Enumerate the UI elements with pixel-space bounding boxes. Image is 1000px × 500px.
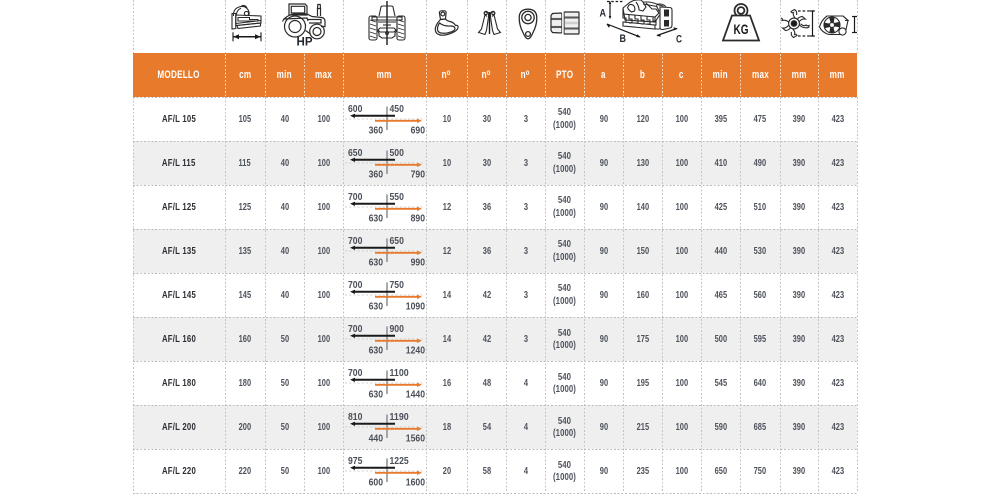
svg-text:A: A: [599, 8, 606, 20]
svg-text:B: B: [619, 33, 626, 45]
svg-text:1225: 1225: [389, 456, 409, 467]
svg-text:500: 500: [389, 148, 404, 159]
svg-text:450: 450: [389, 104, 404, 115]
svg-text:1190: 1190: [389, 412, 409, 423]
svg-text:360: 360: [368, 125, 383, 136]
svg-text:KG: KG: [733, 21, 748, 37]
svg-text:630: 630: [368, 213, 383, 224]
svg-text:360: 360: [368, 169, 383, 180]
svg-text:1560: 1560: [405, 434, 425, 445]
svg-text:700: 700: [348, 280, 363, 291]
svg-text:630: 630: [368, 257, 383, 268]
svg-text:1440: 1440: [405, 390, 425, 401]
svg-text:C: C: [676, 34, 682, 46]
svg-text:700: 700: [348, 192, 363, 203]
svg-text:975: 975: [348, 456, 363, 467]
svg-text:650: 650: [389, 236, 404, 247]
svg-text:1240: 1240: [405, 346, 425, 357]
svg-text:1100: 1100: [389, 368, 409, 379]
svg-text:630: 630: [368, 390, 383, 401]
svg-text:790: 790: [410, 169, 425, 180]
svg-text:990: 990: [410, 257, 425, 268]
svg-text:440: 440: [368, 434, 383, 445]
svg-text:690: 690: [410, 125, 425, 136]
svg-text:900: 900: [389, 324, 404, 335]
svg-text:750: 750: [389, 280, 404, 291]
svg-text:890: 890: [410, 213, 425, 224]
svg-text:600: 600: [368, 478, 383, 489]
svg-text:700: 700: [348, 324, 363, 335]
svg-text:550: 550: [389, 192, 404, 203]
svg-text:810: 810: [348, 412, 363, 423]
svg-text:HP: HP: [297, 36, 313, 47]
svg-text:600: 600: [348, 104, 363, 115]
svg-text:630: 630: [368, 301, 383, 312]
svg-text:700: 700: [348, 236, 363, 247]
svg-text:630: 630: [368, 346, 383, 357]
svg-text:1090: 1090: [405, 301, 425, 312]
svg-text:1600: 1600: [405, 478, 425, 489]
svg-text:650: 650: [348, 148, 363, 159]
svg-text:700: 700: [348, 368, 363, 379]
